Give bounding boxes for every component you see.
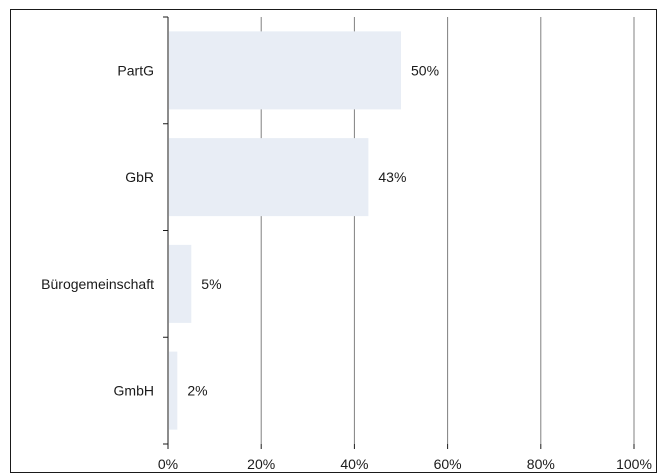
category-label: GbR	[125, 169, 154, 185]
bar-gmbh	[169, 351, 178, 430]
axes	[163, 16, 635, 449]
bar-gbr	[169, 138, 369, 217]
category-label: PartG	[117, 62, 154, 78]
x-tick-label: 0%	[158, 456, 178, 472]
data-label: 50%	[411, 62, 439, 78]
x-tick-label: 100%	[616, 456, 652, 472]
data-label: 43%	[378, 169, 406, 185]
category-label: GmbH	[114, 383, 154, 399]
x-tick-label: 40%	[340, 456, 368, 472]
x-tick-label: 20%	[247, 456, 275, 472]
category-label: Bürogemeinschaft	[41, 276, 154, 292]
x-tick-label: 80%	[527, 456, 555, 472]
data-label: 5%	[201, 276, 221, 292]
bars	[169, 31, 401, 430]
bar-bürogemeinschaft	[169, 244, 192, 323]
data-label: 2%	[187, 383, 207, 399]
chart-frame	[10, 9, 657, 473]
bar-partg	[169, 31, 401, 110]
x-tick-label: 60%	[434, 456, 462, 472]
labels: PartG 50% GbR 43% Bürogemeinschaft 5% GmbH 2% 0%…	[41, 62, 652, 472]
